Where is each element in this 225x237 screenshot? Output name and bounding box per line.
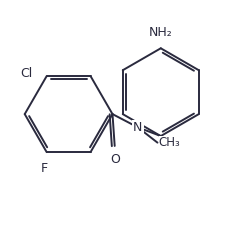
Text: O: O	[110, 153, 120, 165]
Text: CH₃: CH₃	[159, 136, 180, 149]
Text: N: N	[133, 121, 142, 134]
Text: F: F	[41, 162, 48, 175]
Text: Cl: Cl	[20, 67, 32, 80]
Text: NH₂: NH₂	[149, 26, 173, 39]
